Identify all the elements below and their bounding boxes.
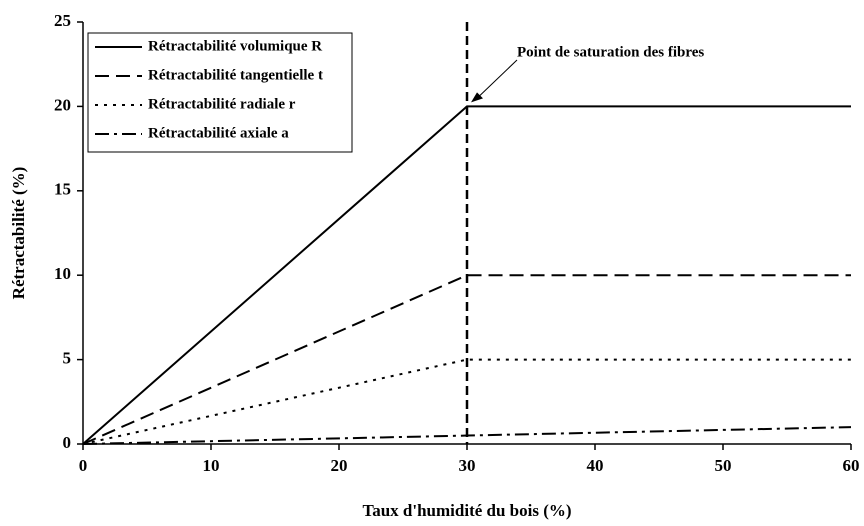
series-line xyxy=(82,426,852,445)
x-tick-label: 20 xyxy=(331,456,348,475)
y-tick-label: 15 xyxy=(54,180,71,199)
legend-label: Rétractabilité volumique R xyxy=(148,38,322,54)
y-tick-label: 0 xyxy=(63,433,72,452)
series-line xyxy=(82,274,851,445)
annotation-text: Point de saturation des fibres xyxy=(517,44,704,60)
legend-box xyxy=(87,32,353,153)
x-tick-label: 50 xyxy=(715,456,732,475)
x-tick-label: 30 xyxy=(459,456,476,475)
x-tick-label: 60 xyxy=(843,456,860,475)
legend-label: Rétractabilité radiale r xyxy=(148,96,296,112)
legend-label: Rétractabilité axiale a xyxy=(148,125,289,141)
x-axis-label: Taux d'humidité du bois (%) xyxy=(362,501,571,520)
x-tick-label: 0 xyxy=(79,456,88,475)
x-tick-label: 40 xyxy=(587,456,604,475)
x-tick-label: 10 xyxy=(203,456,220,475)
y-axis-label: Rétractabilité (%) xyxy=(9,167,28,300)
y-tick-label: 5 xyxy=(63,349,72,368)
series-line xyxy=(82,105,851,445)
y-tick-label: 20 xyxy=(54,95,71,114)
series-line xyxy=(82,358,851,445)
legend-label: Rétractabilité tangentielle t xyxy=(148,67,323,83)
y-tick-label: 25 xyxy=(54,11,71,30)
arrow-head xyxy=(471,92,483,103)
annotation-arrow xyxy=(478,59,518,97)
y-tick-label: 10 xyxy=(54,264,71,283)
